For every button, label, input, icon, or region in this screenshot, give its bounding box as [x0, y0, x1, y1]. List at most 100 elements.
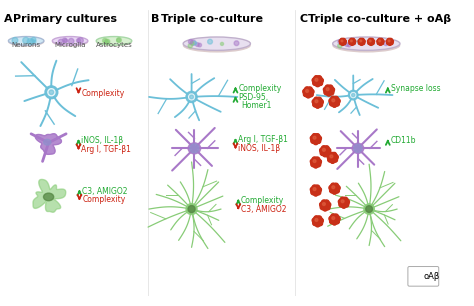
Circle shape	[310, 159, 314, 163]
Circle shape	[312, 78, 316, 82]
Circle shape	[349, 40, 351, 43]
Circle shape	[313, 188, 316, 191]
Text: Neurons: Neurons	[11, 42, 41, 48]
Circle shape	[353, 40, 356, 43]
Circle shape	[318, 136, 321, 140]
Circle shape	[348, 90, 358, 100]
Circle shape	[319, 78, 323, 82]
Circle shape	[344, 40, 346, 43]
Circle shape	[377, 40, 379, 43]
Circle shape	[105, 40, 109, 44]
Circle shape	[336, 102, 339, 106]
Text: Complexity: Complexity	[238, 84, 282, 93]
Circle shape	[339, 203, 343, 207]
Circle shape	[327, 92, 331, 96]
Ellipse shape	[183, 39, 251, 53]
Text: Triple co-culture + oAβ: Triple co-culture + oAβ	[309, 14, 452, 24]
Circle shape	[332, 190, 337, 194]
Circle shape	[64, 39, 68, 43]
Circle shape	[336, 99, 340, 103]
Circle shape	[327, 203, 331, 207]
Circle shape	[195, 43, 199, 47]
Circle shape	[325, 200, 329, 204]
Circle shape	[317, 140, 320, 143]
Circle shape	[319, 100, 323, 104]
Circle shape	[318, 97, 321, 101]
Ellipse shape	[44, 139, 51, 145]
Circle shape	[117, 38, 121, 43]
Circle shape	[323, 88, 328, 91]
Circle shape	[334, 158, 337, 162]
Circle shape	[331, 96, 335, 100]
Circle shape	[319, 222, 322, 226]
Circle shape	[337, 44, 342, 48]
Circle shape	[58, 39, 64, 45]
Circle shape	[372, 40, 374, 43]
Circle shape	[303, 89, 307, 93]
Circle shape	[338, 200, 342, 203]
Circle shape	[344, 197, 347, 201]
Circle shape	[193, 41, 197, 45]
Circle shape	[329, 220, 334, 224]
Circle shape	[368, 39, 374, 45]
Circle shape	[314, 216, 318, 220]
Circle shape	[328, 158, 332, 162]
Circle shape	[12, 37, 18, 43]
Circle shape	[320, 151, 324, 155]
Circle shape	[411, 272, 420, 281]
Circle shape	[316, 83, 319, 87]
Circle shape	[341, 43, 344, 45]
Circle shape	[322, 200, 326, 204]
Circle shape	[198, 43, 201, 47]
Text: PSD-95,: PSD-95,	[238, 93, 268, 103]
Circle shape	[48, 89, 55, 96]
Circle shape	[340, 42, 344, 45]
Circle shape	[336, 220, 339, 224]
Circle shape	[366, 206, 373, 212]
Text: Synapse loss: Synapse loss	[391, 84, 440, 93]
Text: A: A	[4, 14, 12, 24]
Circle shape	[313, 222, 317, 226]
Circle shape	[362, 39, 364, 41]
Circle shape	[318, 76, 321, 80]
Circle shape	[315, 100, 318, 103]
Circle shape	[312, 218, 316, 222]
Circle shape	[306, 94, 310, 98]
Circle shape	[312, 157, 316, 161]
Text: B: B	[151, 14, 160, 24]
Circle shape	[390, 39, 392, 41]
Ellipse shape	[332, 39, 400, 53]
Circle shape	[339, 39, 346, 45]
Text: iNOS, IL-1β: iNOS, IL-1β	[238, 144, 281, 153]
Circle shape	[325, 146, 329, 150]
Circle shape	[311, 134, 321, 144]
Circle shape	[334, 155, 338, 159]
Circle shape	[322, 203, 325, 206]
Circle shape	[334, 214, 338, 218]
Circle shape	[313, 136, 316, 139]
Circle shape	[340, 42, 342, 44]
Circle shape	[346, 200, 349, 204]
Circle shape	[190, 40, 196, 45]
Circle shape	[334, 96, 338, 100]
Circle shape	[381, 42, 383, 44]
Circle shape	[320, 206, 324, 210]
Text: C: C	[299, 14, 307, 24]
Circle shape	[331, 159, 335, 163]
Circle shape	[343, 42, 346, 44]
Circle shape	[190, 144, 199, 153]
Circle shape	[312, 216, 323, 226]
Circle shape	[326, 88, 329, 91]
Circle shape	[329, 214, 340, 225]
Circle shape	[313, 103, 317, 107]
Circle shape	[345, 203, 349, 207]
Circle shape	[308, 87, 312, 91]
Circle shape	[416, 272, 419, 275]
Circle shape	[318, 216, 321, 220]
Circle shape	[347, 43, 351, 47]
Circle shape	[332, 152, 337, 156]
Circle shape	[186, 203, 197, 215]
Circle shape	[336, 189, 339, 193]
Circle shape	[388, 40, 390, 42]
Circle shape	[220, 42, 224, 46]
